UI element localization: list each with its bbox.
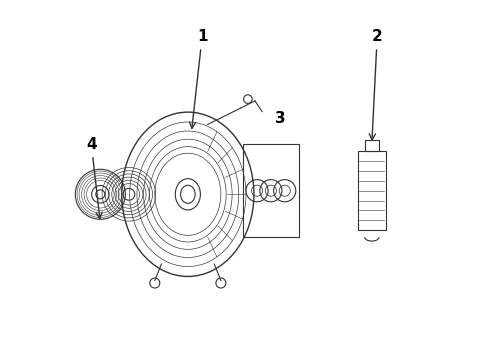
Bar: [358, 152, 386, 230]
Bar: [243, 144, 298, 237]
Text: 3: 3: [275, 111, 286, 126]
Text: 1: 1: [190, 29, 207, 129]
Text: 4: 4: [86, 137, 102, 219]
Text: 2: 2: [369, 29, 383, 140]
Bar: [365, 140, 379, 152]
